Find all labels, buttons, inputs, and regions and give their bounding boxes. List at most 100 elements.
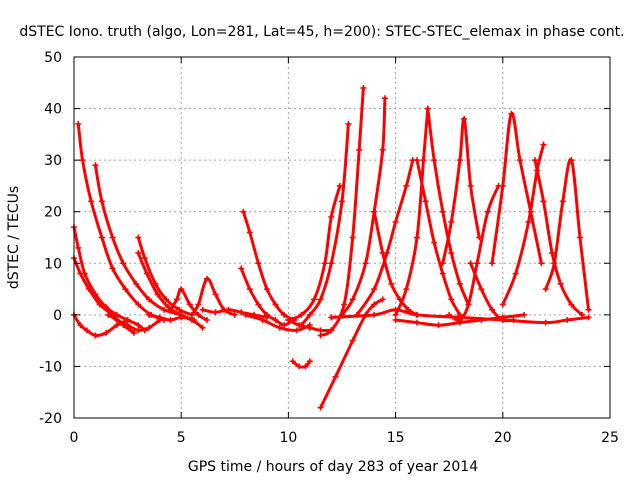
- plus-marker: [321, 260, 328, 267]
- plus-marker: [289, 358, 296, 365]
- plus-marker: [585, 314, 592, 321]
- series-10: [167, 286, 210, 324]
- plot-frame: [73, 56, 611, 419]
- plus-marker: [98, 198, 105, 205]
- plus-marker: [478, 317, 485, 324]
- plus-marker: [203, 275, 210, 282]
- series-line: [544, 157, 591, 312]
- plus-marker: [345, 121, 352, 128]
- plus-marker: [306, 311, 313, 318]
- y-axis-label: dSTEC / TECUs: [6, 186, 22, 289]
- plus-marker: [568, 301, 575, 308]
- plus-marker: [414, 234, 421, 241]
- plus-marker: [154, 291, 161, 298]
- plus-marker: [341, 301, 348, 308]
- plus-marker: [448, 249, 455, 256]
- plus-marker: [167, 306, 174, 313]
- plus-marker: [86, 286, 93, 293]
- plus-marker: [203, 317, 210, 324]
- chart-title: dSTEC Iono. truth (algo, Lon=281, Lat=45…: [19, 24, 624, 40]
- plus-marker: [540, 141, 547, 148]
- plus-marker: [332, 373, 339, 380]
- series-34: [542, 157, 592, 313]
- plus-marker: [306, 324, 313, 331]
- y-tick-label: 10: [44, 256, 62, 272]
- plus-marker: [263, 286, 270, 293]
- y-tick-label: 0: [53, 308, 62, 324]
- plus-marker: [109, 234, 116, 241]
- plus-marker: [188, 317, 195, 324]
- plus-marker: [439, 208, 446, 215]
- series-16: [289, 358, 313, 370]
- plus-marker: [98, 234, 105, 241]
- plus-marker: [105, 311, 112, 318]
- plus-marker: [88, 198, 95, 205]
- plus-marker: [403, 286, 410, 293]
- plus-marker: [349, 296, 356, 303]
- plus-marker: [141, 255, 148, 262]
- plus-marker: [336, 182, 343, 189]
- plus-marker: [79, 157, 86, 164]
- plus-marker: [120, 260, 127, 267]
- plus-marker: [135, 234, 142, 241]
- plus-marker: [328, 314, 335, 321]
- plus-marker: [96, 301, 103, 308]
- plus-marker: [317, 332, 324, 339]
- series-35: [328, 306, 592, 326]
- plus-marker: [133, 280, 140, 287]
- series-line: [299, 122, 350, 327]
- series-23: [354, 157, 416, 318]
- plus-marker: [388, 280, 395, 287]
- plus-marker: [77, 322, 84, 329]
- plus-marker: [143, 270, 150, 277]
- series-32: [499, 141, 547, 308]
- plus-marker: [525, 219, 532, 226]
- plus-marker: [293, 327, 300, 334]
- plus-marker: [379, 249, 386, 256]
- plus-marker: [113, 317, 120, 324]
- x-tick-label: 10: [279, 430, 297, 446]
- plus-marker: [195, 311, 202, 318]
- plus-marker: [499, 314, 506, 321]
- plus-marker: [349, 234, 356, 241]
- plus-marker: [557, 280, 564, 287]
- x-tick-label: 25: [601, 430, 619, 446]
- plus-marker: [212, 309, 219, 316]
- plus-marker: [431, 157, 438, 164]
- plus-marker: [484, 208, 491, 215]
- plus-marker: [199, 306, 206, 313]
- plus-marker: [83, 327, 90, 334]
- plus-marker: [371, 286, 378, 293]
- series-15: [242, 311, 313, 334]
- series-13: [238, 265, 296, 329]
- plus-marker: [255, 260, 262, 267]
- plus-marker: [392, 219, 399, 226]
- series-line: [441, 117, 481, 265]
- plus-marker: [163, 296, 170, 303]
- plus-marker: [276, 324, 283, 331]
- series-36: [392, 311, 528, 329]
- plus-marker: [474, 260, 481, 267]
- plus-marker: [135, 322, 142, 329]
- series-9: [146, 311, 206, 331]
- plus-marker: [298, 322, 305, 329]
- plus-marker: [467, 260, 474, 267]
- plus-marker: [420, 157, 427, 164]
- plus-marker: [173, 296, 180, 303]
- tick-group: [73, 56, 611, 419]
- plus-marker: [549, 249, 556, 256]
- plus-marker: [489, 306, 496, 313]
- series-line: [533, 158, 584, 317]
- plus-marker: [263, 311, 270, 318]
- plus-marker: [103, 329, 110, 336]
- plus-marker: [281, 322, 288, 329]
- plus-marker: [231, 311, 238, 318]
- x-tick-label: 15: [387, 430, 405, 446]
- plus-marker: [456, 319, 463, 326]
- series-18: [285, 182, 343, 324]
- plus-marker: [238, 265, 245, 272]
- plus-marker: [176, 306, 183, 313]
- y-tick-label: 30: [44, 153, 62, 169]
- series-5: [92, 162, 185, 318]
- plus-marker: [538, 260, 545, 267]
